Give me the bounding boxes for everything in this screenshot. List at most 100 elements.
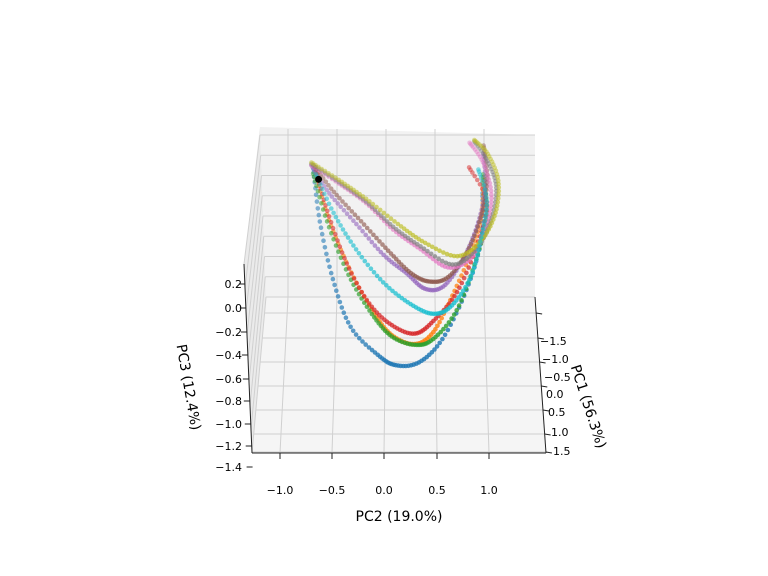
x-tick-label: 1.0 xyxy=(551,426,569,439)
data-point xyxy=(484,199,490,204)
data-point xyxy=(442,332,448,338)
data-point xyxy=(426,242,431,248)
data-point xyxy=(326,183,331,188)
data-point xyxy=(479,230,485,236)
data-point xyxy=(466,165,472,170)
data-point xyxy=(415,242,420,247)
data-point xyxy=(358,219,364,224)
data-point xyxy=(478,215,483,220)
data-point xyxy=(488,184,493,190)
data-point xyxy=(487,181,493,186)
data-point xyxy=(328,219,334,225)
data-point xyxy=(334,192,340,198)
data-point xyxy=(437,319,442,325)
data-point xyxy=(480,179,485,184)
data-point xyxy=(384,283,389,288)
data-point xyxy=(330,225,336,231)
data-point xyxy=(351,276,357,281)
data-point xyxy=(494,207,499,212)
data-point xyxy=(432,254,438,259)
data-point xyxy=(472,139,477,144)
data-point xyxy=(495,199,501,205)
floor-pane xyxy=(252,297,546,453)
data-point xyxy=(480,160,486,165)
data-point xyxy=(476,167,481,172)
data-point xyxy=(312,164,317,170)
data-point xyxy=(489,159,495,164)
gridlines xyxy=(243,129,546,454)
data-point xyxy=(488,207,493,212)
data-point xyxy=(372,243,378,248)
z-tick-label: −0.6 xyxy=(215,373,242,386)
data-point xyxy=(380,280,386,285)
data-point xyxy=(421,246,427,251)
data-point xyxy=(323,179,329,185)
data-point xyxy=(381,216,387,221)
data-point xyxy=(313,164,319,169)
data-point xyxy=(459,280,465,286)
data-point xyxy=(351,218,356,223)
data-point xyxy=(460,288,466,294)
data-point xyxy=(488,203,494,209)
data-point xyxy=(476,219,482,225)
z-axis-label: PC3 (12.4%) xyxy=(173,343,204,431)
data-point xyxy=(328,186,334,191)
grid-line-left-z xyxy=(246,195,263,335)
series-9 xyxy=(313,167,490,317)
data-point xyxy=(350,328,356,334)
grid-line-floor-y xyxy=(279,296,289,454)
y-axis-ticks: −1.0 −0.5 0.0 0.5 1.0 xyxy=(267,453,498,497)
data-point xyxy=(476,248,481,253)
x-tick-label: −1.5 xyxy=(540,335,567,348)
data-point xyxy=(343,231,348,236)
data-point xyxy=(388,216,394,221)
data-point xyxy=(425,248,430,254)
data-point xyxy=(457,285,462,291)
data-point xyxy=(335,294,341,299)
data-point xyxy=(333,214,339,220)
data-point xyxy=(428,251,434,257)
data-point xyxy=(362,258,368,264)
data-point xyxy=(325,258,331,263)
data-point xyxy=(324,251,329,257)
data-point xyxy=(333,232,338,237)
z-tick-label: −1.2 xyxy=(215,440,242,453)
data-point xyxy=(472,147,478,152)
data-point xyxy=(493,210,498,216)
data-point xyxy=(489,192,494,197)
data-point xyxy=(364,225,370,231)
data-point xyxy=(452,293,457,299)
data-point xyxy=(338,204,344,210)
data-point xyxy=(478,239,483,244)
z-tick-label: −0.4 xyxy=(215,349,242,362)
data-point xyxy=(337,244,343,249)
data-point xyxy=(341,261,346,267)
data-point xyxy=(377,207,383,213)
data-point xyxy=(475,224,481,229)
data-point xyxy=(341,208,347,213)
data-point xyxy=(488,188,494,194)
data-point xyxy=(356,285,362,291)
data-point xyxy=(320,207,326,212)
data-point xyxy=(483,214,488,220)
data-point xyxy=(309,160,314,165)
x-tick-mark xyxy=(536,312,543,315)
data-point xyxy=(477,142,482,147)
data-point xyxy=(368,266,374,272)
data-point xyxy=(451,312,457,317)
data-point xyxy=(472,140,478,145)
data-point xyxy=(437,248,442,253)
data-point xyxy=(480,226,486,232)
z-axis-ticks: 0.2 0.0 −0.2 −0.4 −0.6 −0.8 −1.0 −1.2 −1.4 xyxy=(215,278,253,474)
data-point xyxy=(317,194,322,200)
x-tick-mark xyxy=(539,361,546,364)
data-point xyxy=(333,243,339,248)
data-point xyxy=(316,212,322,218)
data-point xyxy=(476,151,481,157)
data-point xyxy=(332,197,338,203)
data-point xyxy=(489,196,494,201)
data-point xyxy=(392,219,397,224)
data-point xyxy=(348,324,353,330)
data-point xyxy=(436,256,442,262)
data-point xyxy=(483,210,489,216)
